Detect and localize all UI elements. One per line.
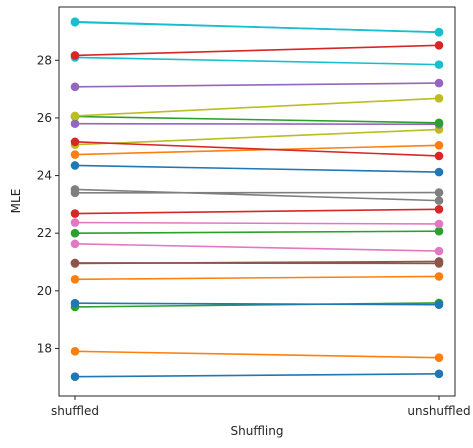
series-line [74,188,440,202]
series-25 [70,17,444,37]
data-point [434,259,444,268]
series-line [74,128,440,146]
data-point [70,82,80,92]
series-line [74,350,440,359]
series-11 [70,204,444,218]
series-line [74,144,440,156]
series-12 [70,188,444,198]
y-tick-label: 28 [37,53,52,67]
data-point [434,60,444,69]
series-layer [70,17,444,381]
series-line [74,262,440,265]
data-point [70,275,80,284]
data-point [434,141,444,150]
series-line [74,164,440,173]
series-2 [70,347,444,362]
series-13 [70,185,444,205]
data-point [70,17,80,27]
x-tick-label: unshuffled [407,404,470,418]
series-line [74,97,440,117]
series-1 [70,369,444,381]
series-line [74,373,440,378]
data-point [70,150,80,159]
data-point [70,372,80,381]
data-point [70,185,80,194]
data-point [434,219,444,229]
series-line [74,141,440,157]
series-line [74,44,440,57]
y-axis-label: MLE [9,189,23,214]
data-point [434,118,444,128]
series-10 [70,218,444,229]
data-point [70,347,80,356]
data-point [434,226,444,236]
series-20 [70,94,444,121]
data-point [434,246,444,256]
x-axis-label: Shuffling [231,424,284,438]
y-tick-label: 24 [37,169,52,183]
series-4 [70,298,444,309]
series-line [74,122,440,126]
series-9 [70,226,444,238]
series-line [74,302,440,308]
y-tick-label: 26 [37,111,52,125]
data-point [70,258,80,268]
data-point [70,209,80,218]
series-line [74,230,440,234]
data-point [70,161,80,170]
series-5 [70,272,444,284]
series-23 [70,41,444,60]
data-point [434,78,444,88]
series-16 [70,125,444,150]
x-tick-label: shuffled [51,404,99,418]
data-point [70,111,80,121]
y-tick-label: 18 [37,341,52,355]
series-line [74,82,440,88]
data-point [434,300,444,309]
data-point [434,369,444,379]
series-line [74,208,440,215]
data-point [434,94,444,103]
data-point [70,298,80,308]
data-point [434,272,444,281]
series-line [74,243,440,252]
series-line [74,221,440,225]
series-line [74,115,440,124]
series-line [74,302,440,306]
data-point [434,196,444,205]
plot-frame [58,6,456,397]
series-15 [70,141,444,159]
data-point [434,188,444,197]
series-22 [70,53,444,69]
data-point [70,51,80,60]
series-line [74,56,440,66]
data-point [434,151,444,161]
series-17 [70,137,444,161]
data-point [434,41,444,50]
series-line [74,21,440,33]
series-21 [70,78,444,92]
data-point [434,353,444,362]
data-point [70,218,80,227]
data-point [70,137,80,147]
series-7 [70,258,444,268]
data-point [434,204,444,214]
data-point [434,167,444,177]
data-point [70,119,80,128]
data-point [70,228,80,238]
y-tick-label: 22 [37,226,52,240]
x-axis: shuffled unshuffled [51,396,471,418]
y-axis: 18 20 22 24 26 28 [37,53,59,355]
y-tick-label: 20 [37,284,52,298]
series-14 [70,161,444,177]
series-18 [70,119,444,129]
data-point [434,27,444,37]
data-point [70,239,80,249]
series-8 [70,239,444,256]
series-line [74,275,440,281]
